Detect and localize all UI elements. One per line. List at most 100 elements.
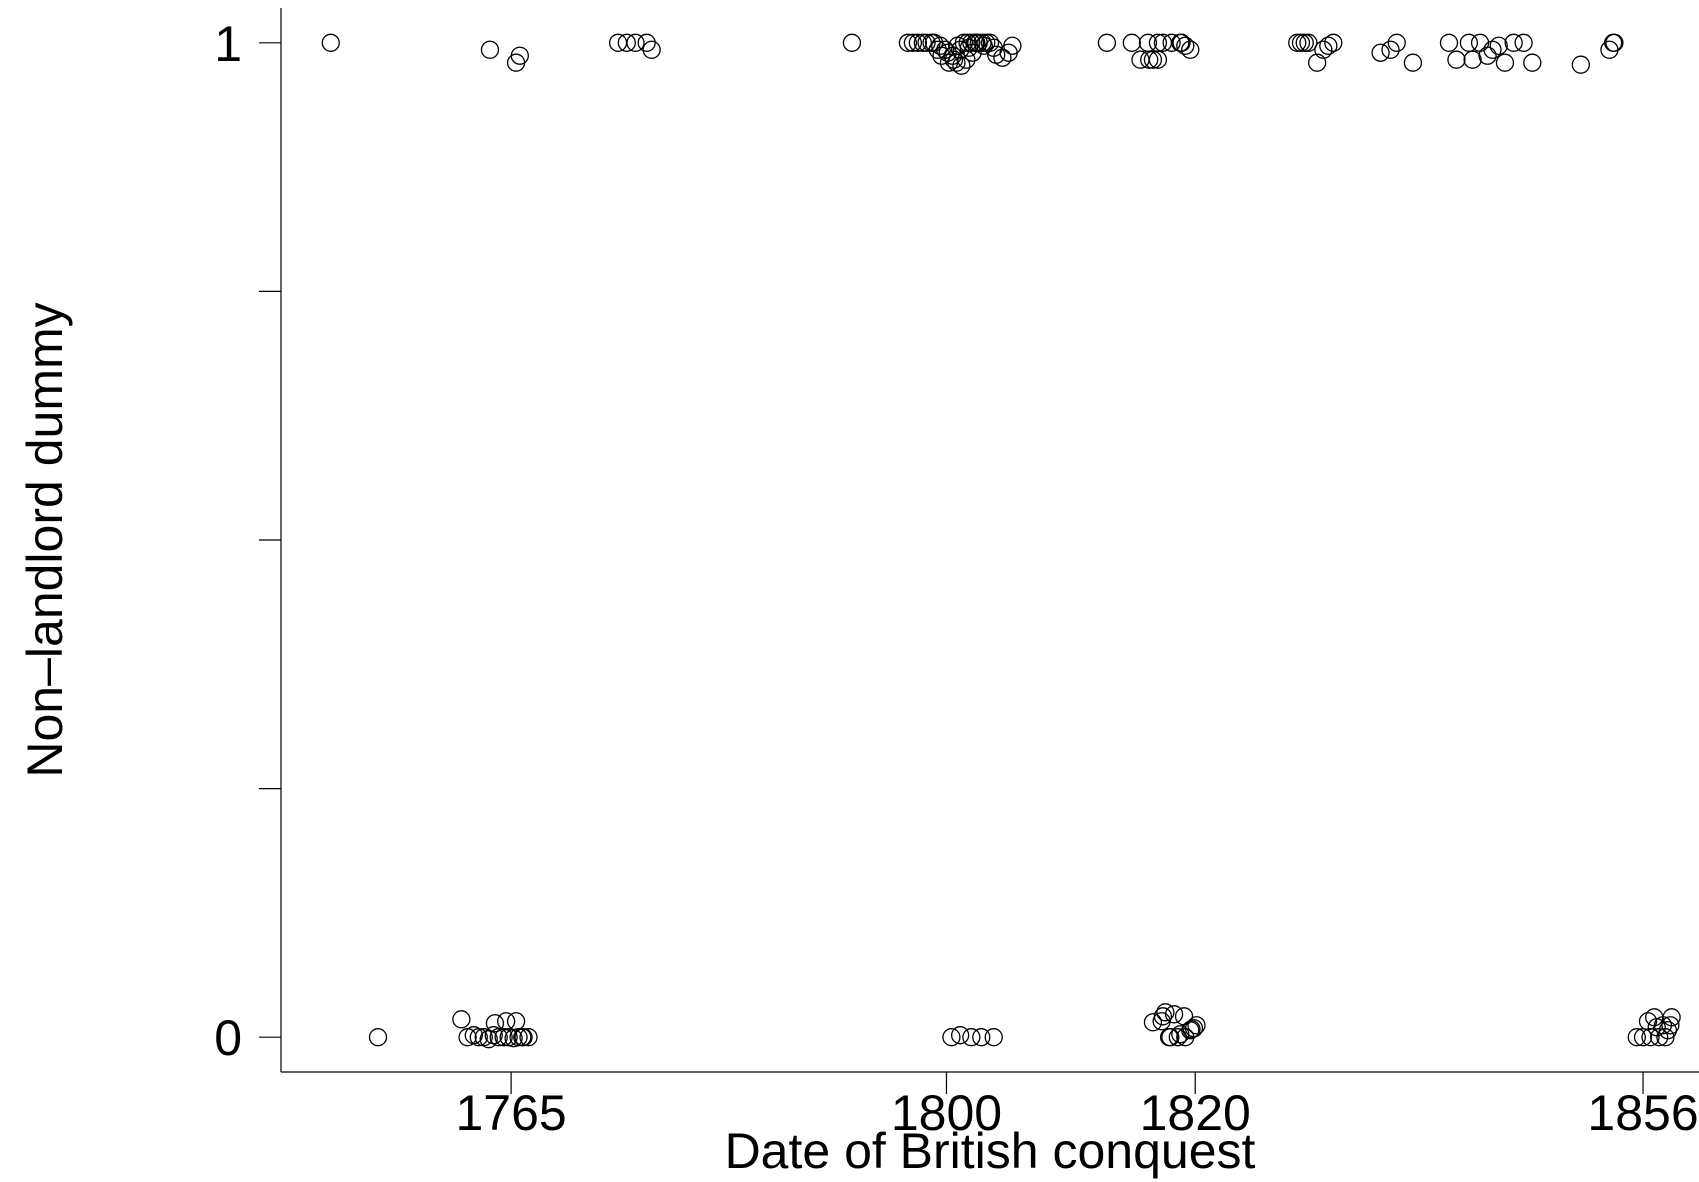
data-point	[1291, 33, 1311, 52]
y-ticks: 01	[214, 16, 281, 1066]
data-point	[1495, 53, 1515, 72]
data-point	[1319, 36, 1338, 55]
x-tick-label: 1820	[1140, 1085, 1251, 1141]
data-point	[952, 56, 971, 75]
data-point	[1483, 40, 1502, 59]
data-point	[519, 1028, 538, 1047]
data-point	[506, 1012, 526, 1031]
data-point	[1162, 33, 1181, 52]
data-point	[1143, 50, 1163, 69]
data-point	[1439, 33, 1459, 52]
data-point	[1514, 33, 1533, 52]
x-tick-label: 1856	[1587, 1085, 1698, 1141]
data-point	[637, 33, 656, 52]
x-tick-label: 1800	[891, 1085, 1002, 1141]
data-point	[993, 48, 1012, 67]
data-point	[480, 40, 500, 59]
data-point	[489, 1028, 508, 1047]
data-point	[1187, 1016, 1206, 1035]
data-point	[1504, 33, 1523, 52]
data-point	[479, 1030, 498, 1049]
data-points	[321, 33, 1681, 1049]
data-point	[913, 33, 932, 52]
data-point	[962, 33, 981, 52]
data-point	[948, 36, 967, 55]
data-point	[1647, 1018, 1666, 1037]
data-point	[485, 1014, 505, 1033]
x-ticks: 1765 1800 1820 1856	[455, 1072, 1699, 1141]
data-point	[1387, 33, 1406, 52]
data-point	[1447, 50, 1466, 69]
data-point	[938, 43, 957, 62]
data-point	[1489, 36, 1508, 55]
data-point	[1295, 33, 1314, 52]
data-point	[1181, 1021, 1200, 1040]
data-point	[494, 1028, 513, 1047]
data-point	[1003, 36, 1022, 55]
data-point	[1097, 33, 1117, 52]
y-tick-label: 1	[214, 16, 242, 72]
data-point	[1152, 1012, 1171, 1031]
data-point	[642, 40, 661, 59]
data-point	[917, 33, 936, 52]
data-point	[1478, 46, 1497, 65]
data-point	[626, 33, 645, 52]
data-point	[974, 36, 993, 55]
data-point	[469, 1028, 488, 1047]
data-point	[967, 33, 986, 52]
data-point	[1140, 50, 1159, 69]
data-point	[1176, 36, 1195, 55]
x-tick-label: 1765	[455, 1085, 566, 1141]
data-point	[1381, 40, 1400, 59]
data-point	[1627, 1028, 1646, 1047]
data-point	[903, 33, 923, 52]
data-point	[984, 1028, 1003, 1047]
data-point	[1523, 53, 1542, 72]
y-tick-label: 0	[214, 1010, 242, 1066]
data-point	[1122, 33, 1141, 52]
data-point	[1641, 1028, 1660, 1047]
data-point	[513, 1028, 532, 1047]
data-point	[509, 1028, 528, 1047]
axes	[280, 8, 1699, 1073]
data-point	[1661, 1016, 1680, 1035]
data-point	[1403, 53, 1423, 72]
data-point	[1307, 53, 1327, 72]
data-point	[1371, 43, 1390, 62]
data-point	[452, 1010, 471, 1029]
data-point	[1324, 33, 1343, 52]
data-point	[942, 1028, 961, 1047]
data-point	[617, 33, 636, 52]
data-point	[1161, 1028, 1180, 1047]
data-point	[950, 1026, 970, 1045]
data-point	[1658, 1021, 1678, 1040]
data-point	[1184, 1019, 1204, 1038]
data-point	[368, 1028, 388, 1047]
data-point	[1156, 1003, 1175, 1022]
data-point	[1605, 33, 1624, 52]
data-point	[1299, 33, 1318, 52]
data-point	[496, 1012, 516, 1031]
data-point	[1181, 40, 1200, 59]
data-point	[963, 43, 982, 62]
data-point	[321, 33, 340, 52]
data-point	[898, 33, 918, 52]
data-point	[962, 1028, 981, 1047]
data-point	[1143, 1013, 1163, 1032]
data-point	[957, 50, 976, 69]
data-point	[1463, 50, 1482, 69]
data-point	[1148, 50, 1168, 69]
data-point	[1314, 40, 1333, 59]
data-point	[972, 1028, 991, 1047]
data-point	[1459, 33, 1479, 52]
data-point	[1148, 33, 1168, 52]
data-point	[973, 33, 992, 52]
data-point	[1662, 1008, 1681, 1027]
data-point	[842, 33, 862, 52]
y-axis-title: Non–landlord dummy	[17, 302, 73, 777]
data-point	[1470, 33, 1490, 52]
data-point	[908, 33, 928, 52]
data-point	[506, 53, 526, 72]
data-point	[1571, 55, 1590, 74]
